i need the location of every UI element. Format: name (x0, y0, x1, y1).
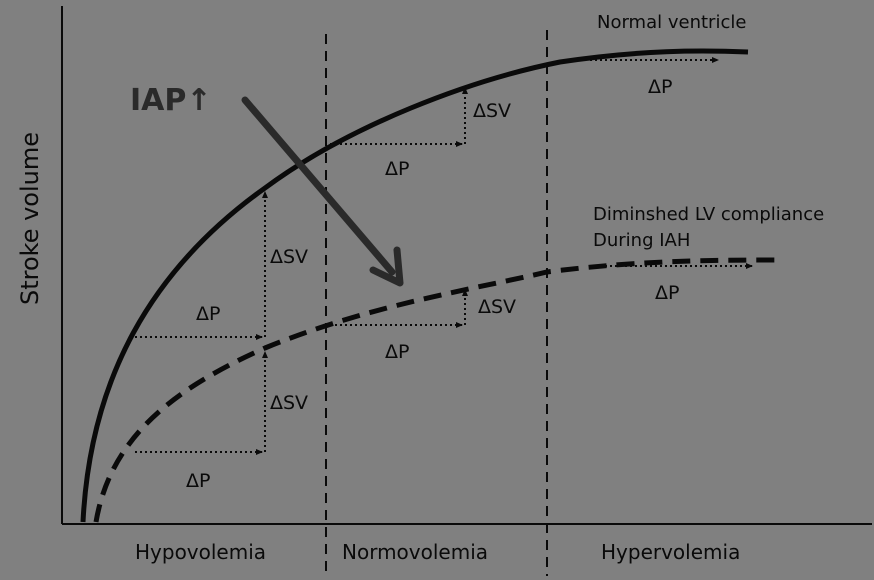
diminished-compliance-curve (93, 257, 781, 523)
diminished-label-line2: During IAH (593, 230, 690, 251)
region-hypovolemia: Hypovolemia (135, 540, 266, 564)
dim-dp-normo-label: ΔP (385, 341, 409, 363)
normal-ventricle-curve (80, 48, 749, 523)
region-hypervolemia: Hypervolemia (601, 540, 740, 564)
region-normovolemia: Normovolemia (342, 540, 488, 564)
normal-dsv-hypo-label: ΔSV (270, 246, 308, 268)
normal-ventricle-label: Normal ventricle (597, 12, 746, 33)
normal-dp-hyper-label: ΔP (648, 76, 672, 98)
dim-dp-hyper-label: ΔP (655, 282, 679, 304)
y-axis-label: Stroke volume (16, 132, 44, 305)
normal-dsv-normo-label: ΔSV (473, 100, 511, 122)
iap-shift-arrow (241, 96, 404, 287)
iap-label: IAP↑ (130, 83, 212, 118)
dim-dsv-hypo-label: ΔSV (270, 392, 308, 414)
normal-dp-normo-label: ΔP (385, 158, 409, 180)
diminished-label-line1: Diminshed LV compliance (593, 204, 824, 225)
dim-dp-hypo-label: ΔP (186, 470, 210, 492)
normal-dp-hypo-label: ΔP (196, 303, 220, 325)
dim-dsv-normo-label: ΔSV (478, 296, 516, 318)
